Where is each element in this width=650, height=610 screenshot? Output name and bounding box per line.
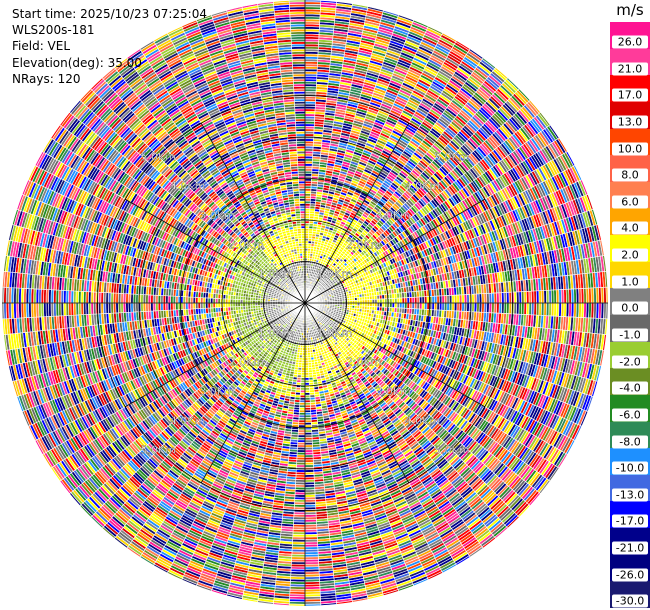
velocity-gate	[605, 286, 609, 304]
velocity-gate	[304, 237, 309, 242]
velocity-gate	[389, 298, 393, 304]
velocity-gate	[381, 302, 385, 308]
velocity-gate	[361, 302, 366, 307]
velocity-gate	[376, 302, 381, 308]
velocity-gate	[366, 299, 371, 304]
velocity-gate	[304, 240, 309, 244]
velocity-gate	[364, 299, 368, 304]
velocity-gate	[354, 302, 358, 307]
velocity-gate	[379, 298, 383, 304]
velocity-gate	[304, 220, 310, 224]
velocity-gate	[605, 302, 609, 320]
velocity-gate	[304, 232, 309, 237]
velocity-gate	[389, 302, 393, 308]
velocity-gate	[356, 299, 361, 304]
velocity-gate	[369, 302, 373, 307]
velocity-gate	[391, 302, 395, 309]
velocity-gate	[376, 298, 381, 304]
velocity-gate	[391, 297, 395, 304]
velocity-gate	[304, 250, 309, 254]
velocity-gate	[356, 302, 361, 307]
velocity-gate	[364, 302, 368, 307]
velocity-gate	[384, 298, 388, 304]
velocity-gate	[304, 213, 311, 217]
velocity-gate	[354, 299, 358, 304]
velocity-gate	[361, 299, 366, 304]
velocity-gate	[359, 302, 363, 307]
velocity-gate	[304, 235, 309, 239]
velocity-gate	[381, 298, 385, 304]
velocity-gate	[304, 0, 322, 3]
velocity-gate	[371, 302, 376, 307]
velocity-gate	[304, 245, 309, 249]
velocity-cells	[1, 0, 609, 607]
velocity-gate	[304, 227, 310, 232]
velocity-gate	[304, 230, 310, 234]
velocity-gate	[374, 302, 378, 308]
velocity-gate	[384, 302, 388, 308]
velocity-gate	[304, 215, 310, 219]
velocity-gate	[369, 299, 373, 304]
velocity-gate	[304, 247, 309, 252]
velocity-gate	[379, 302, 383, 308]
velocity-gate	[304, 225, 310, 229]
velocity-gate	[359, 299, 363, 304]
velocity-gate	[371, 299, 376, 304]
velocity-gate	[304, 242, 309, 247]
velocity-gate	[374, 298, 378, 304]
velocity-gate	[304, 223, 310, 227]
velocity-gate	[366, 302, 371, 307]
